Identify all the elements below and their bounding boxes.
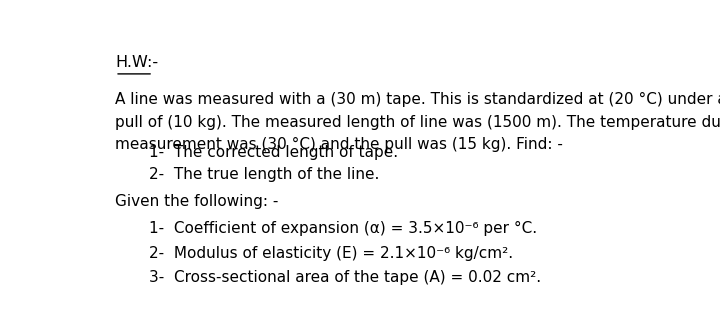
Text: 2-  The true length of the line.: 2- The true length of the line. — [148, 167, 379, 182]
Text: A line was measured with a (30 m) tape. This is standardized at (20 °C) under a
: A line was measured with a (30 m) tape. … — [115, 92, 720, 152]
Text: 1-  Coefficient of expansion (α) = 3.5×10⁻⁶ per °C.: 1- Coefficient of expansion (α) = 3.5×10… — [148, 221, 536, 236]
Text: Given the following: -: Given the following: - — [115, 194, 279, 209]
Text: H.W:-: H.W:- — [115, 56, 158, 70]
Text: 1-  The corrected length of tape.: 1- The corrected length of tape. — [148, 145, 397, 160]
Text: 3-  Cross-sectional area of the tape (A) = 0.02 cm².: 3- Cross-sectional area of the tape (A) … — [148, 271, 541, 286]
Text: 2-  Modulus of elasticity (E) = 2.1×10⁻⁶ kg/cm².: 2- Modulus of elasticity (E) = 2.1×10⁻⁶ … — [148, 246, 513, 261]
